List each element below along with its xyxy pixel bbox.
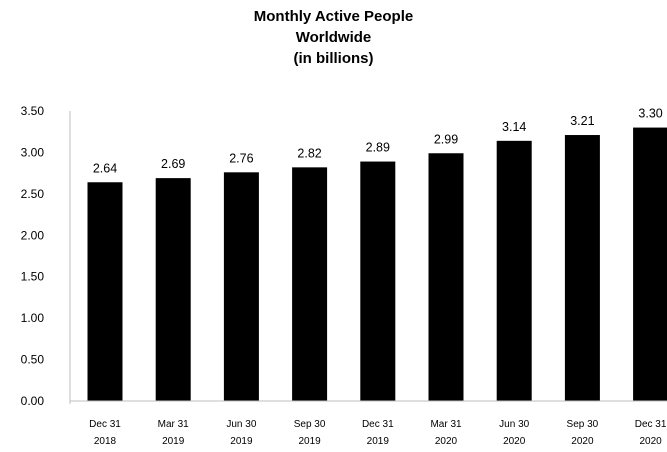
y-tick-label: 2.50 <box>21 187 45 201</box>
bar <box>87 182 123 401</box>
chart-title: Monthly Active People Worldwide (in bill… <box>0 6 667 69</box>
data-label: 2.99 <box>434 132 458 146</box>
x-tick-label: Dec 31 2020 <box>635 419 667 447</box>
bar <box>564 135 600 401</box>
data-label: 2.69 <box>161 157 185 171</box>
data-label: 3.14 <box>502 120 526 134</box>
y-tick-label: 1.00 <box>21 311 45 325</box>
chart-title-line-2: Worldwide <box>295 29 372 46</box>
x-tick-label: Jun 30 2019 <box>226 419 256 447</box>
x-tick-label: Mar 31 2019 <box>158 419 190 447</box>
bar <box>223 172 259 401</box>
x-tick-label: Mar 31 2020 <box>430 419 462 447</box>
chart-title-line-3: (in billions) <box>293 50 374 67</box>
bar <box>292 167 328 401</box>
y-tick-label: 1.50 <box>21 270 45 284</box>
x-tick-label: Sep 30 2020 <box>567 419 599 447</box>
data-label: 2.82 <box>297 146 321 160</box>
chart-title-line-1: Monthly Active People <box>253 8 414 25</box>
y-tick-label: 3.00 <box>21 145 45 159</box>
x-tick-label: Dec 31 2018 <box>89 419 121 447</box>
y-tick-label: 2.00 <box>21 228 45 242</box>
data-label: 3.21 <box>570 114 594 128</box>
data-label: 3.30 <box>638 107 662 121</box>
y-axis: 0.00 0.50 1.00 1.50 2.00 2.50 3.00 3.50 <box>21 104 71 408</box>
x-tick-label: Sep 30 2019 <box>294 419 326 447</box>
bar <box>428 153 464 401</box>
bar <box>633 127 667 402</box>
bar <box>496 140 532 402</box>
y-tick-label: 0.00 <box>21 394 45 408</box>
x-axis: Dec 31 2018 Mar 31 2019 Jun 30 2019 Sep 30 2019… <box>70 400 667 447</box>
data-label: 2.89 <box>366 141 390 155</box>
bar <box>155 178 191 401</box>
x-tick-label: Dec 31 2019 <box>362 419 394 447</box>
data-label: 2.76 <box>229 151 253 165</box>
y-tick-label: 0.50 <box>21 353 45 367</box>
x-tick-label: Jun 30 2020 <box>499 419 529 447</box>
data-label: 2.64 <box>93 161 117 175</box>
bar <box>360 161 396 401</box>
y-tick-label: 3.50 <box>21 104 45 118</box>
bars: 2.64 2.69 2.76 2.82 2.89 2.99 3.14 3.21 3.30 <box>87 107 667 402</box>
